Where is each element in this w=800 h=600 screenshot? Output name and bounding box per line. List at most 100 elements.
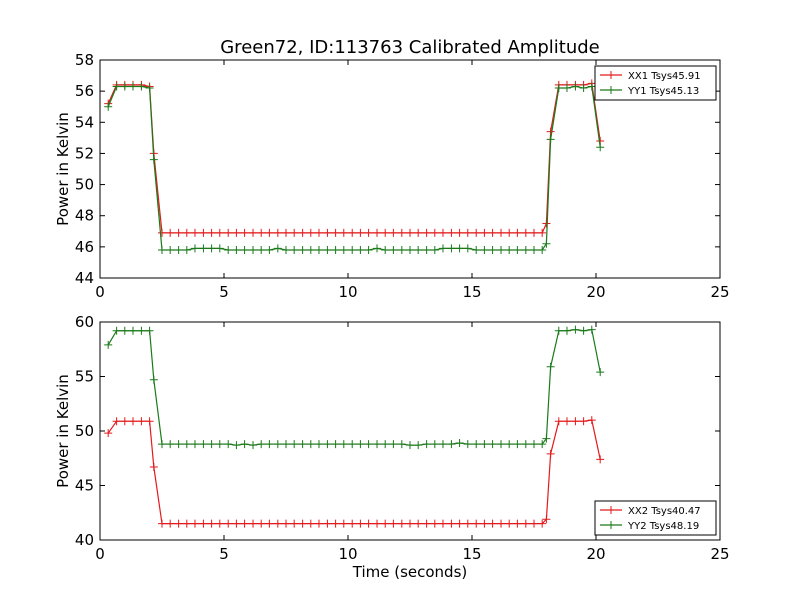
- top-series-0-point-50: [513, 228, 522, 237]
- bottom-series-1-point-19: [257, 440, 266, 449]
- top-series-1-point-25: [306, 245, 315, 254]
- top-ylabel: Power in Kelvin: [54, 112, 72, 226]
- top-series-1-point-61: [596, 143, 605, 152]
- bottom-series-0-point-1: [112, 417, 121, 426]
- top-series-0-point-8: [166, 228, 175, 237]
- top-ytick-label-3: 50: [75, 176, 94, 194]
- bottom-series-1-point-14: [215, 440, 224, 449]
- top-series-1-point-44: [463, 244, 472, 253]
- bottom-series-0-point-59: [579, 417, 588, 426]
- top-xtick-label-5: 25: [710, 283, 729, 301]
- top-series-0-point-25: [306, 228, 315, 237]
- figure-title: Green72, ID:113763 Calibrated Amplitude: [220, 37, 600, 58]
- bottom-series-0-point-47: [488, 519, 497, 528]
- bottom-series-1-point-4: [137, 326, 146, 335]
- bottom-series-1-point-12: [199, 440, 208, 449]
- top-series-0-point-39: [422, 228, 431, 237]
- top-series-1-point-31: [356, 245, 365, 254]
- top-xtick-label-3: 15: [462, 283, 481, 301]
- top-series-0-point-16: [232, 228, 241, 237]
- top-series-0-point-15: [224, 228, 233, 237]
- bottom-series-0-point-53: [538, 519, 547, 528]
- top-series-1-point-53: [538, 245, 547, 254]
- bottom-series-0-point-48: [497, 519, 506, 528]
- bottom-series-1-point-3: [128, 326, 137, 335]
- bottom-series-0-point-46: [480, 519, 489, 528]
- bottom-series-0-point-11: [190, 519, 199, 528]
- bottom-legend-marker-1: [607, 521, 615, 529]
- top-series-1-point-11: [190, 244, 199, 253]
- bottom-series-1-point-31: [356, 440, 365, 449]
- bottom-series-0-point-61: [596, 455, 605, 464]
- top-series-0-point-21: [273, 228, 282, 237]
- bottom-series-0-point-58: [571, 417, 580, 426]
- top-series-1: [104, 82, 605, 254]
- bottom-series-0-point-39: [422, 519, 431, 528]
- bottom-series-0-point-18: [249, 519, 258, 528]
- bottom-series-1-point-56: [554, 326, 563, 335]
- top-series-0-point-42: [447, 228, 456, 237]
- top-series-0-point-26: [314, 228, 323, 237]
- bottom-series-0-point-54: [542, 515, 551, 524]
- bottom-series-1-point-0: [104, 340, 113, 349]
- top-series-0-point-41: [438, 228, 447, 237]
- bottom-series-0-point-32: [364, 519, 373, 528]
- bottom-legend-box: [594, 500, 717, 536]
- bottom-series-0-point-12: [199, 519, 208, 528]
- top-series-0-point-29: [339, 228, 348, 237]
- top-series-1-point-1: [112, 82, 121, 91]
- top-series-0-point-35: [389, 228, 398, 237]
- bottom-series-1-point-23: [290, 440, 299, 449]
- top-xtick-label-2: 10: [338, 283, 357, 301]
- top-xtick-label-4: 20: [586, 283, 605, 301]
- bottom-series-0-point-56: [554, 417, 563, 426]
- bottom-series-0-point-24: [298, 519, 307, 528]
- top-ytick-label-4: 52: [75, 144, 94, 162]
- top-series-1-point-20: [265, 245, 274, 254]
- top-series-0-point-12: [199, 228, 208, 237]
- bottom-series-0-point-14: [215, 519, 224, 528]
- bottom-series-1: [104, 325, 605, 450]
- bottom-series-1-point-36: [397, 440, 406, 449]
- top-series-0-point-28: [331, 228, 340, 237]
- top-series-0-point-30: [348, 228, 357, 237]
- bottom-series-0-point-22: [282, 519, 290, 528]
- top-series-0-point-7: [158, 228, 166, 237]
- bottom-series-0-point-15: [224, 519, 233, 528]
- bottom-series-0-point-40: [430, 519, 439, 528]
- bottom-series-0-point-37: [406, 519, 414, 528]
- top-series-0-point-34: [381, 228, 390, 237]
- bottom-series-1-point-44: [463, 440, 472, 449]
- bottom-series-1-point-37: [406, 441, 414, 450]
- bottom-series-1-point-11: [190, 440, 199, 449]
- top-series-0-point-44: [463, 228, 472, 237]
- top-series-0-point-32: [364, 228, 373, 237]
- bottom-series-1-point-54: [542, 434, 551, 443]
- bottom-legend-marker-0: [607, 506, 615, 514]
- top-series-1-point-51: [521, 245, 530, 254]
- top-series-1-point-55: [546, 135, 555, 144]
- bottom-series-0-point-49: [505, 519, 514, 528]
- top-series-0-point-37: [406, 228, 414, 237]
- top-series-1-point-32: [364, 245, 373, 254]
- bottom-series-1-point-25: [306, 440, 315, 449]
- bottom-series-1-point-35: [389, 440, 398, 449]
- bottom-series-0-point-50: [513, 519, 522, 528]
- top-series-0-point-38: [414, 228, 423, 237]
- top-series-0-point-51: [521, 228, 530, 237]
- top-series-0-point-24: [298, 228, 307, 237]
- top-series-1-point-15: [224, 245, 233, 254]
- top-ytick-label-2: 48: [75, 207, 94, 225]
- top-series-1-point-23: [290, 245, 299, 254]
- top-series-1-point-16: [232, 245, 241, 254]
- bottom-series-1-point-42: [447, 440, 456, 449]
- top-series-1-point-48: [497, 245, 506, 254]
- top-series-1-point-2: [120, 82, 129, 91]
- bottom-series-1-point-15: [224, 440, 233, 449]
- bottom-series-0-point-26: [314, 519, 323, 528]
- bottom-series-1-point-39: [422, 440, 431, 449]
- top-series-0-point-40: [430, 228, 439, 237]
- top-panel: 0 5 10 15 20 25 44 46 48 50 52 54 56 58 Power in Kelvi…: [54, 51, 730, 301]
- top-xtick-label-0: 0: [95, 283, 105, 301]
